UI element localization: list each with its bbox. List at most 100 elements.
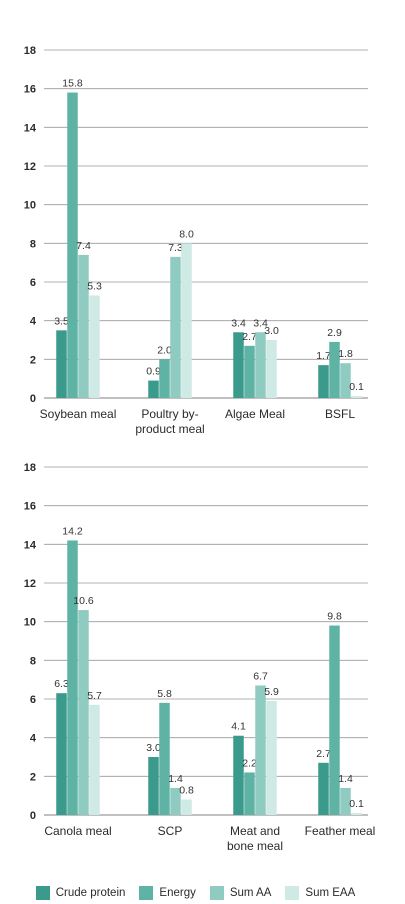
legend-label: Crude protein — [55, 887, 126, 899]
bar-sum-eaa-0 — [89, 704, 100, 815]
bar-sum-eaa-3 — [351, 813, 362, 815]
legend-label: Sum AA — [229, 887, 272, 899]
data-label-crude-protein: 1.7 — [316, 350, 331, 362]
bar-energy-1 — [159, 359, 170, 398]
data-label-energy: 2.0 — [157, 344, 172, 356]
legend-item-crude-protein: Crude protein — [35, 886, 126, 900]
y-tick-label: 6 — [30, 277, 36, 289]
bar-sum-aa-1 — [170, 787, 181, 815]
bar-crude-protein-2 — [233, 332, 244, 398]
data-label-sum-eaa: 8.0 — [179, 228, 194, 240]
bar-sum-aa-0 — [78, 254, 89, 398]
bar-crude-protein-0 — [56, 693, 67, 815]
bar-energy-3 — [329, 341, 340, 398]
data-label-crude-protein: 3.4 — [231, 317, 246, 329]
data-label-sum-aa: 7.3 — [168, 242, 183, 254]
bar-sum-eaa-1 — [181, 799, 192, 815]
bar-crude-protein-3 — [318, 762, 329, 815]
data-label-crude-protein: 0.9 — [146, 366, 161, 378]
y-tick-label: 18 — [24, 462, 36, 474]
data-label-sum-eaa: 0.1 — [349, 798, 364, 810]
data-label-sum-eaa: 0.8 — [179, 785, 194, 797]
y-tick-label: 14 — [24, 122, 37, 134]
bar-sum-eaa-0 — [89, 295, 100, 398]
bar-crude-protein-1 — [148, 380, 159, 398]
category-label: product meal — [135, 422, 204, 436]
data-label-sum-eaa: 5.3 — [87, 281, 102, 293]
y-tick-label: 18 — [24, 45, 36, 57]
data-label-sum-eaa: 3.0 — [264, 325, 279, 337]
y-tick-label: 10 — [24, 617, 36, 629]
data-label-energy: 14.2 — [62, 525, 83, 537]
data-label-energy: 5.8 — [157, 688, 172, 700]
legend-swatch-crude-protein — [35, 886, 50, 900]
y-tick-label: 16 — [24, 84, 36, 96]
data-label-sum-aa: 7.4 — [76, 240, 91, 252]
category-label: Canola meal — [44, 824, 111, 838]
bar-energy-0 — [67, 92, 78, 399]
data-label-sum-aa: 6.7 — [253, 670, 268, 682]
bar-crude-protein-2 — [233, 735, 244, 815]
data-label-sum-eaa: 0.1 — [349, 381, 364, 393]
bar-crude-protein-0 — [56, 330, 67, 398]
legend-item-sum-eaa: Sum EAA — [285, 886, 355, 900]
legend-swatch-energy — [139, 886, 154, 900]
data-label-crude-protein: 2.7 — [316, 748, 331, 760]
bar-sum-aa-3 — [340, 363, 351, 398]
bar-crude-protein-1 — [148, 757, 159, 815]
category-label: bone meal — [227, 839, 283, 853]
y-tick-label: 10 — [24, 200, 36, 212]
legend-label: Sum EAA — [305, 887, 356, 899]
y-tick-label: 0 — [30, 810, 36, 822]
data-label-energy: 2.9 — [327, 327, 342, 339]
y-tick-label: 4 — [30, 733, 37, 745]
y-tick-label: 8 — [30, 655, 36, 667]
y-tick-label: 12 — [24, 161, 36, 173]
bar-sum-eaa-2 — [266, 700, 277, 815]
y-tick-label: 14 — [24, 539, 37, 551]
legend: Crude protein Energy Sum AA Sum EAA — [0, 882, 405, 904]
data-label-crude-protein: 6.3 — [54, 678, 69, 690]
bar-energy-1 — [159, 702, 170, 815]
category-label: SCP — [158, 824, 183, 838]
legend-item-energy: Energy — [139, 886, 196, 900]
data-label-sum-eaa: 5.9 — [264, 686, 279, 698]
data-label-crude-protein: 3.5 — [54, 315, 69, 327]
charts-canvas: 0 2 4 6 8 10 12 14 16 18 3.5 0.9 3.4 1.7 15.8 2.0 2.7 2.9… — [24, 45, 376, 853]
category-label: BSFL — [325, 407, 355, 421]
y-tick-label: 2 — [30, 771, 36, 783]
legend-label: Energy — [159, 887, 196, 899]
data-label-energy: 9.8 — [327, 611, 342, 623]
bar-energy-0 — [67, 540, 78, 815]
data-label-crude-protein: 4.1 — [231, 721, 246, 733]
data-label-sum-eaa: 5.7 — [87, 690, 102, 702]
data-label-energy: 15.8 — [62, 78, 83, 90]
data-label-energy: 2.2 — [242, 757, 257, 769]
data-label-sum-aa: 1.8 — [338, 348, 353, 360]
data-label-sum-aa: 3.4 — [253, 317, 268, 329]
data-label-crude-protein: 3.0 — [146, 742, 161, 754]
category-label: Meat and — [230, 824, 280, 838]
y-tick-label: 4 — [30, 316, 37, 328]
data-label-energy: 2.7 — [242, 331, 257, 343]
category-label: Algae Meal — [225, 407, 285, 421]
legend-item-sum-aa: Sum AA — [209, 886, 272, 900]
data-label-sum-aa: 1.4 — [338, 773, 353, 785]
bar-sum-aa-2 — [255, 685, 266, 815]
bar-crude-protein-3 — [318, 365, 329, 398]
bar-sum-aa-0 — [78, 610, 89, 815]
bar-sum-eaa-1 — [181, 243, 192, 398]
y-tick-label: 12 — [24, 578, 36, 590]
legend-swatch-sum-aa — [209, 886, 224, 900]
bar-energy-3 — [329, 625, 340, 815]
y-tick-label: 8 — [30, 238, 36, 250]
category-label: Feather meal — [305, 824, 376, 838]
bar-sum-aa-3 — [340, 787, 351, 815]
bar-energy-2 — [244, 772, 255, 815]
category-label: Soybean meal — [40, 407, 117, 421]
bar-sum-aa-1 — [170, 256, 181, 398]
legend-swatch-sum-eaa — [285, 886, 300, 900]
category-label: Poultry by- — [141, 407, 198, 421]
data-label-sum-aa: 1.4 — [168, 773, 183, 785]
bar-sum-aa-2 — [255, 332, 266, 398]
